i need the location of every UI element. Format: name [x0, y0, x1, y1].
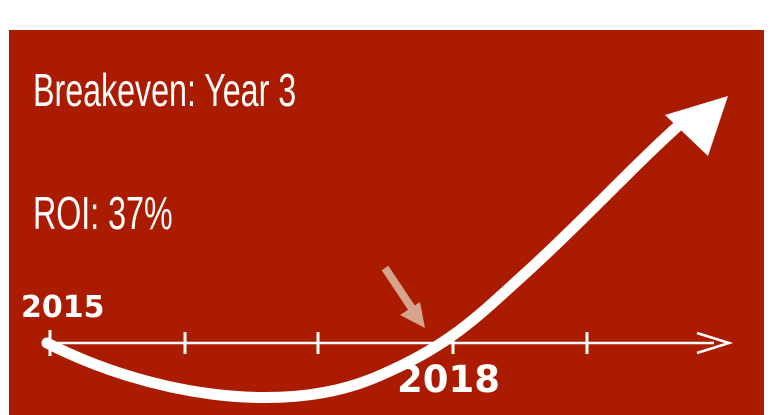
- roi-panel: Breakeven: Year 3 ROI: 37% 2015: [9, 30, 764, 415]
- start-year-label: 2015: [21, 290, 105, 325]
- growth-curve: [41, 112, 693, 403]
- growth-arrowhead-icon: [665, 96, 728, 156]
- breakeven-pointer-icon: [381, 265, 425, 328]
- roi-heading: ROI: 37%: [33, 187, 173, 239]
- breakeven-heading: Breakeven: Year 3: [33, 64, 297, 116]
- timeline-axis: [47, 331, 734, 355]
- timeline-diagram: [41, 96, 734, 403]
- breakeven-year-label: 2018: [397, 358, 500, 401]
